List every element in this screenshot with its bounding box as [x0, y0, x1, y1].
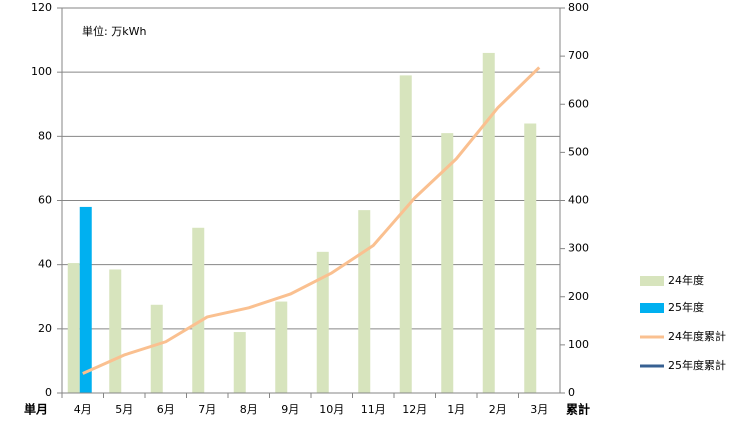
legend-label: 25年度: [668, 300, 704, 314]
x-tick-label: 10月: [319, 403, 344, 416]
x-tick-label: 5月: [115, 403, 133, 416]
bar: [233, 332, 246, 393]
y2-axis-label: 累計: [566, 402, 590, 417]
bar: [399, 75, 412, 393]
x-tick-label: 12月: [402, 403, 427, 416]
bar: [316, 251, 329, 393]
y2-tick-label: 500: [568, 145, 589, 158]
y2-tick-label: 600: [568, 97, 589, 110]
x-tick-label: 6月: [157, 403, 175, 416]
legend-label: 24年度: [668, 273, 704, 287]
y-tick-label: 120: [31, 1, 52, 14]
x-tick-label: 9月: [281, 403, 299, 416]
bar: [109, 269, 122, 393]
y-tick-label: 80: [38, 129, 52, 142]
unit-annotation: 単位: 万kWh: [82, 24, 146, 38]
x-tick-label: 8月: [240, 403, 258, 416]
y-tick-label: 100: [31, 65, 52, 78]
bar: [524, 123, 537, 393]
x-tick-label: 11月: [361, 403, 386, 416]
bar: [358, 210, 371, 393]
bar: [192, 227, 205, 393]
y2-tick-label: 100: [568, 338, 589, 351]
bar: [441, 133, 454, 393]
y-tick-label: 20: [38, 322, 52, 335]
x-tick-label: 3月: [530, 403, 548, 416]
y2-tick-label: 700: [568, 49, 589, 62]
line-series: [82, 66, 541, 375]
bar: [150, 304, 163, 393]
y2-tick-label: 800: [568, 1, 589, 14]
x-tick-label: 4月: [74, 403, 92, 416]
bar: [79, 206, 92, 393]
y-axis-label: 単月: [24, 402, 48, 417]
bar: [67, 263, 80, 393]
bar: [482, 52, 495, 394]
x-tick-label: 2月: [489, 403, 507, 416]
bar: [275, 301, 288, 393]
x-tick-label: 7月: [198, 403, 216, 416]
y2-tick-label: 400: [568, 194, 589, 207]
y-tick-label: 0: [45, 386, 52, 399]
legend-label: 25年度累計: [668, 358, 726, 372]
y-tick-label: 60: [38, 194, 52, 207]
legend-label: 24年度累計: [668, 329, 726, 343]
legend-swatch: [640, 303, 664, 313]
y2-tick-label: 300: [568, 242, 589, 255]
legend-swatch: [640, 276, 664, 286]
y2-tick-label: 200: [568, 290, 589, 303]
y2-tick-label: 0: [568, 386, 575, 399]
x-tick-label: 1月: [447, 403, 465, 416]
y-tick-label: 40: [38, 258, 52, 271]
